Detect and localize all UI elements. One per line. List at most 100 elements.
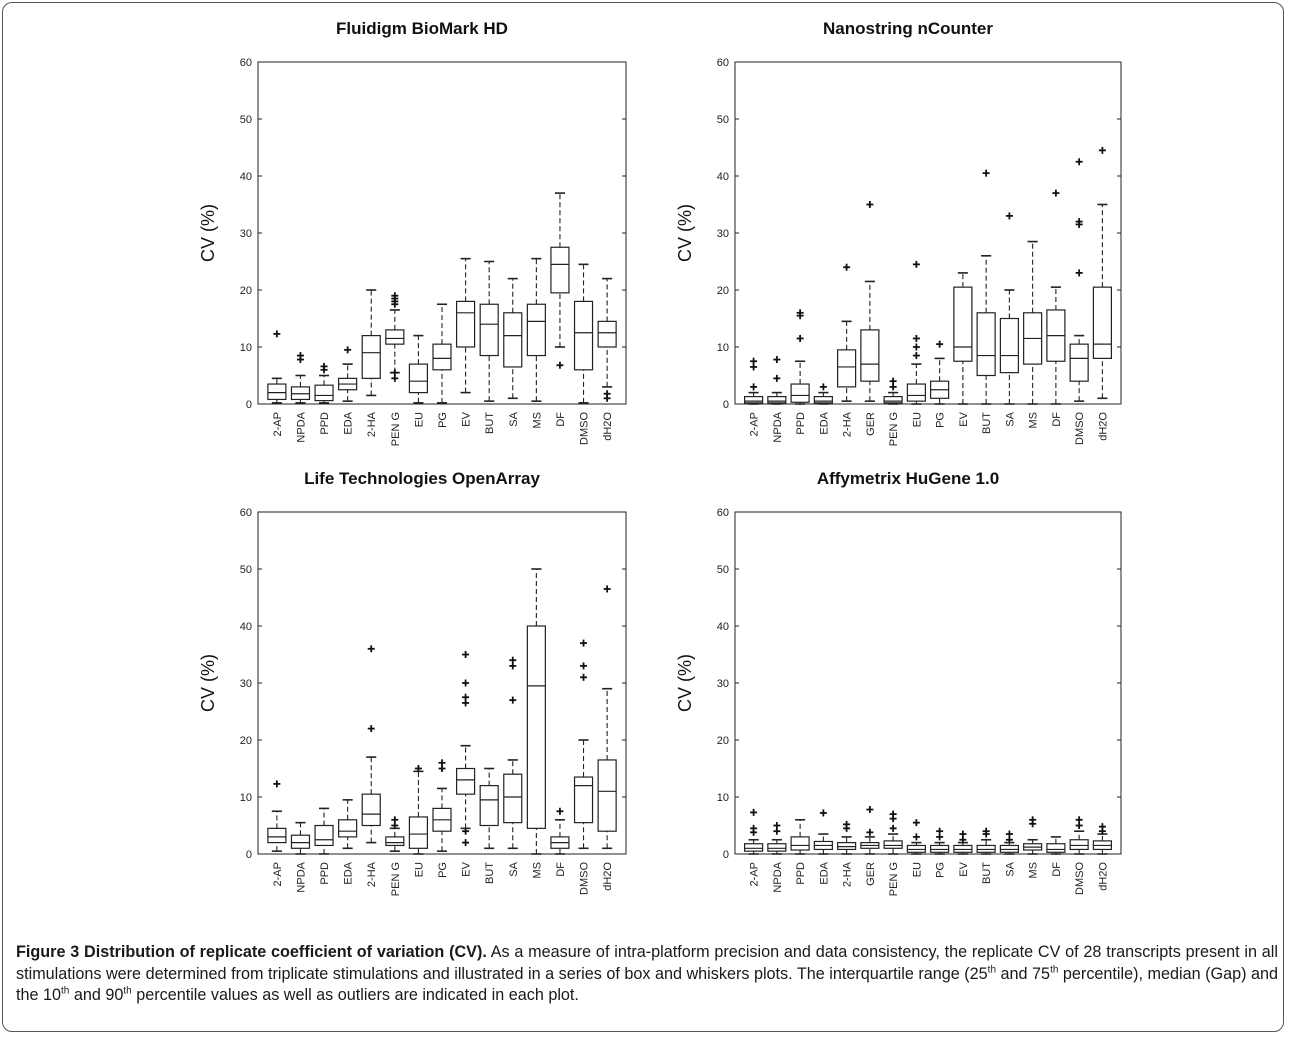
y-tick-label: 60 [240,57,252,69]
iqr-box [597,320,617,348]
y-tick-label: 10 [240,342,252,354]
box-but [479,260,499,402]
outlier-marker [866,201,874,208]
outlier-marker [273,780,281,788]
x-tick-label: MS [531,412,543,429]
box-ev [455,257,476,394]
y-tick-label: 20 [240,735,252,747]
x-tick-label: EDA [343,411,355,434]
box-ev [953,272,973,405]
x-tick-label: PEN G [390,862,402,896]
chart-title: Affymetrix HuGene 1.0 [817,469,999,488]
iqr-box [314,824,334,847]
chart-title: Life Technologies OpenArray [304,469,540,488]
outlier-marker [391,292,399,300]
y-tick-label: 30 [717,678,729,690]
plot-frame [734,511,1122,855]
y-tick-label: 40 [717,171,729,183]
x-tick-label: 2-HA [842,411,854,437]
outlier-marker [912,819,920,827]
iqr-box [1069,343,1089,382]
box-df [550,807,570,855]
box-2-ap [744,357,764,405]
outlier-marker [750,824,758,832]
figure-caption: Figure 3 Distribution of replicate coeff… [16,942,1278,1007]
outlier-marker [1075,158,1083,166]
x-tick-label: EV [461,861,473,876]
y-tick-label: 50 [240,114,252,126]
y-axis-label: CV (%) [198,204,218,262]
outlier-marker [1098,823,1106,831]
box-but [479,767,499,850]
outlier-marker [462,651,470,658]
y-axis-label: CV (%) [198,654,218,712]
box-2-ap [744,808,764,855]
outlier-marker [773,822,781,829]
box-ger [860,806,880,855]
box-eu [906,819,926,855]
outlier-marker [580,639,588,647]
iqr-box [953,286,973,362]
y-tick-label: 60 [240,507,252,519]
x-tick-label: GER [865,412,877,436]
iqr-box [767,843,787,852]
box-ppd [790,818,810,855]
outlier-marker [1075,269,1083,277]
iqr-box [408,816,429,849]
iqr-box [1069,839,1089,851]
box-df [550,192,570,369]
x-tick-label: dH2O [1097,412,1109,441]
y-tick-label: 60 [717,57,729,69]
y-axis-label: CV (%) [675,204,695,262]
outlier-marker [819,383,827,391]
iqr-box [361,793,381,827]
iqr-box [550,246,570,294]
outlier-marker [750,357,758,365]
box-but [976,169,996,405]
box-dh2o [597,585,617,850]
outlier-marker [509,696,517,704]
iqr-box [503,773,523,824]
caption-text-1: As a measure of intra-platform precision… [16,943,1278,983]
outlier-marker [912,352,920,360]
outlier-marker [889,824,897,832]
outlier-marker [320,362,328,370]
y-tick-label: 20 [717,735,729,747]
iqr-box [526,625,546,829]
y-tick-label: 50 [717,114,729,126]
outlier-marker [866,828,874,836]
x-tick-label: MS [531,862,543,879]
iqr-box [883,395,903,404]
x-tick-label: EU [413,412,425,427]
box-npda [767,822,787,855]
outlier-marker [462,679,470,687]
outlier-marker [796,334,804,342]
caption-text-3: percentile), median (Gap) and the 10 [16,964,1279,1005]
outlier-marker [843,820,851,828]
caption-sup-3: th [61,985,70,997]
outlier-marker [273,330,281,338]
outlier-marker [296,352,304,360]
outlier-marker [912,260,920,268]
outlier-marker [982,169,990,177]
outlier-marker [773,374,781,382]
x-tick-label: DMSO [579,862,591,895]
x-tick-label: EV [958,411,970,426]
box-dh2o [597,277,617,402]
iqr-box [361,335,381,379]
y-tick-label: 60 [717,507,729,519]
x-tick-label: PG [437,412,449,428]
iqr-box [573,776,594,824]
outlier-marker [1052,189,1060,197]
y-tick-label: 30 [240,678,252,690]
outlier-marker [1029,816,1037,824]
x-tick-label: dH2O [602,862,614,891]
x-tick-label: EDA [818,411,830,434]
outlier-marker [750,808,758,816]
iqr-box [744,395,764,404]
outlier-marker [912,343,920,351]
box-df [1046,189,1066,405]
x-tick-label: PG [935,862,947,878]
box-ms [1023,816,1043,855]
x-tick-label: SA [1004,411,1016,426]
